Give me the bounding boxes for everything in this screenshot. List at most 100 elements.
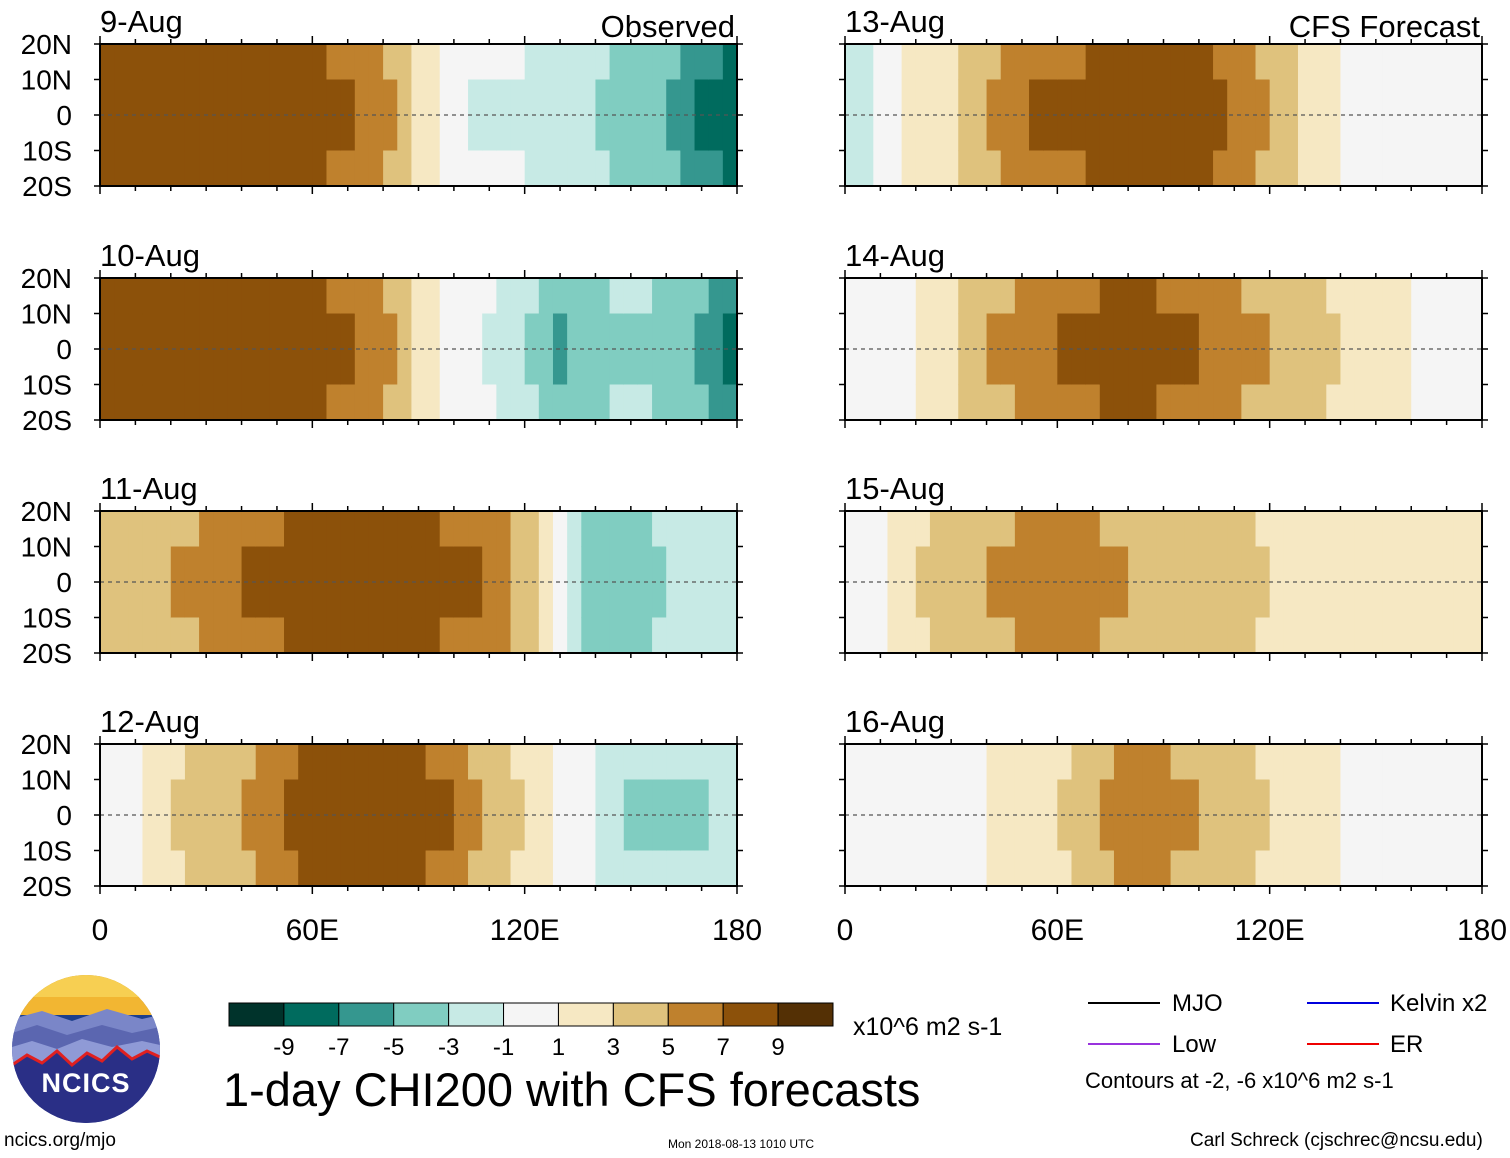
heat-cell <box>510 850 526 887</box>
panel-date-label: 12-Aug <box>100 704 200 739</box>
heat-cell <box>184 815 200 852</box>
heat-cell <box>1283 582 1299 619</box>
heat-cell <box>1184 150 1200 187</box>
heat-cell <box>482 349 497 386</box>
heat-cell <box>1043 150 1058 187</box>
heat-cell <box>944 115 959 152</box>
heat-cell <box>915 278 931 315</box>
heat-cell <box>1000 115 1016 152</box>
heat-cell <box>595 349 611 386</box>
site-link[interactable]: ncics.org/mjo <box>4 1130 116 1151</box>
heat-cell <box>1241 313 1257 350</box>
heat-cell <box>1297 582 1313 619</box>
heat-cell <box>128 546 144 583</box>
heat-cell <box>1000 44 1016 81</box>
heat-cell <box>199 115 214 152</box>
heat-cell <box>581 115 597 152</box>
heat-cell <box>340 744 356 781</box>
heat-cell <box>100 349 115 386</box>
heat-cell <box>1184 313 1200 350</box>
heat-cell <box>510 511 526 548</box>
heat-cell <box>1085 384 1101 421</box>
heat-cell <box>845 79 860 116</box>
heat-cell <box>269 779 285 816</box>
heat-cell <box>227 744 243 781</box>
heat-cell <box>439 850 455 887</box>
heat-cell <box>1312 744 1327 781</box>
y-tick-label: 0 <box>56 100 72 131</box>
heat-cell <box>284 150 299 187</box>
heat-cell <box>722 79 738 116</box>
heat-cell <box>680 779 696 816</box>
heat-cell <box>1425 150 1441 187</box>
heat-cell <box>1397 850 1412 887</box>
heat-cell <box>241 150 257 187</box>
heat-cell <box>1368 150 1384 187</box>
heat-cell <box>722 617 738 654</box>
heat-cell <box>845 815 860 852</box>
heat-cell <box>859 349 874 386</box>
heat-cell <box>567 582 582 619</box>
heat-cell <box>1283 744 1299 781</box>
heat-cell <box>1085 349 1101 386</box>
heat-cell <box>199 511 214 548</box>
heat-cell <box>873 115 889 152</box>
panel-date-label: 16-Aug <box>845 704 945 739</box>
heat-cell <box>1326 744 1342 781</box>
heat-cell <box>397 582 413 619</box>
heat-cell <box>425 278 441 315</box>
heat-cell <box>1227 511 1242 548</box>
heat-cell <box>694 278 710 315</box>
heat-cell <box>100 779 115 816</box>
heat-cell <box>284 313 299 350</box>
heat-cell <box>170 79 186 116</box>
heat-cell <box>944 44 959 81</box>
heat-cell <box>595 815 611 852</box>
heat-cell <box>1184 815 1200 852</box>
heat-cell <box>595 617 611 654</box>
heat-cell <box>1213 278 1228 315</box>
heat-cell <box>1255 850 1271 887</box>
heat-cell <box>1411 349 1426 386</box>
heat-cell <box>1354 744 1370 781</box>
heat-cell <box>156 79 172 116</box>
heat-cell <box>915 384 931 421</box>
heat-cell <box>326 115 342 152</box>
y-tick-label: 10N <box>21 65 72 96</box>
heat-cell <box>722 278 738 315</box>
heat-cell <box>524 313 540 350</box>
heat-cell <box>255 150 271 187</box>
heat-cell <box>1156 150 1172 187</box>
heat-cell <box>383 850 398 887</box>
heat-cell <box>680 79 696 116</box>
heat-cell <box>510 384 526 421</box>
heat-cell <box>1057 779 1073 816</box>
heat-cell <box>1014 44 1030 81</box>
heat-cell <box>1439 349 1455 386</box>
heat-cell <box>1213 150 1228 187</box>
heat-cell <box>510 349 526 386</box>
heat-cell <box>1128 384 1143 421</box>
heat-cell <box>1227 278 1242 315</box>
heat-cell <box>901 815 917 852</box>
heat-cell <box>1029 582 1044 619</box>
heat-cell <box>524 79 540 116</box>
heat-cell <box>340 79 356 116</box>
heat-cell <box>915 850 931 887</box>
heat-cell <box>213 79 228 116</box>
heat-cell <box>453 384 469 421</box>
heat-cell <box>1269 582 1285 619</box>
heat-cell <box>1000 850 1016 887</box>
heat-cell <box>397 349 413 386</box>
heat-cell <box>524 115 540 152</box>
heat-cell <box>354 384 370 421</box>
heat-cell <box>652 511 667 548</box>
colorbar-swatch <box>777 1002 834 1027</box>
heat-cell <box>340 349 356 386</box>
heat-cell <box>312 744 328 781</box>
heat-cell <box>1467 546 1483 583</box>
heat-cell <box>1213 779 1228 816</box>
heat-cell <box>1411 744 1426 781</box>
heat-cell <box>255 384 271 421</box>
heat-cell <box>1297 349 1313 386</box>
